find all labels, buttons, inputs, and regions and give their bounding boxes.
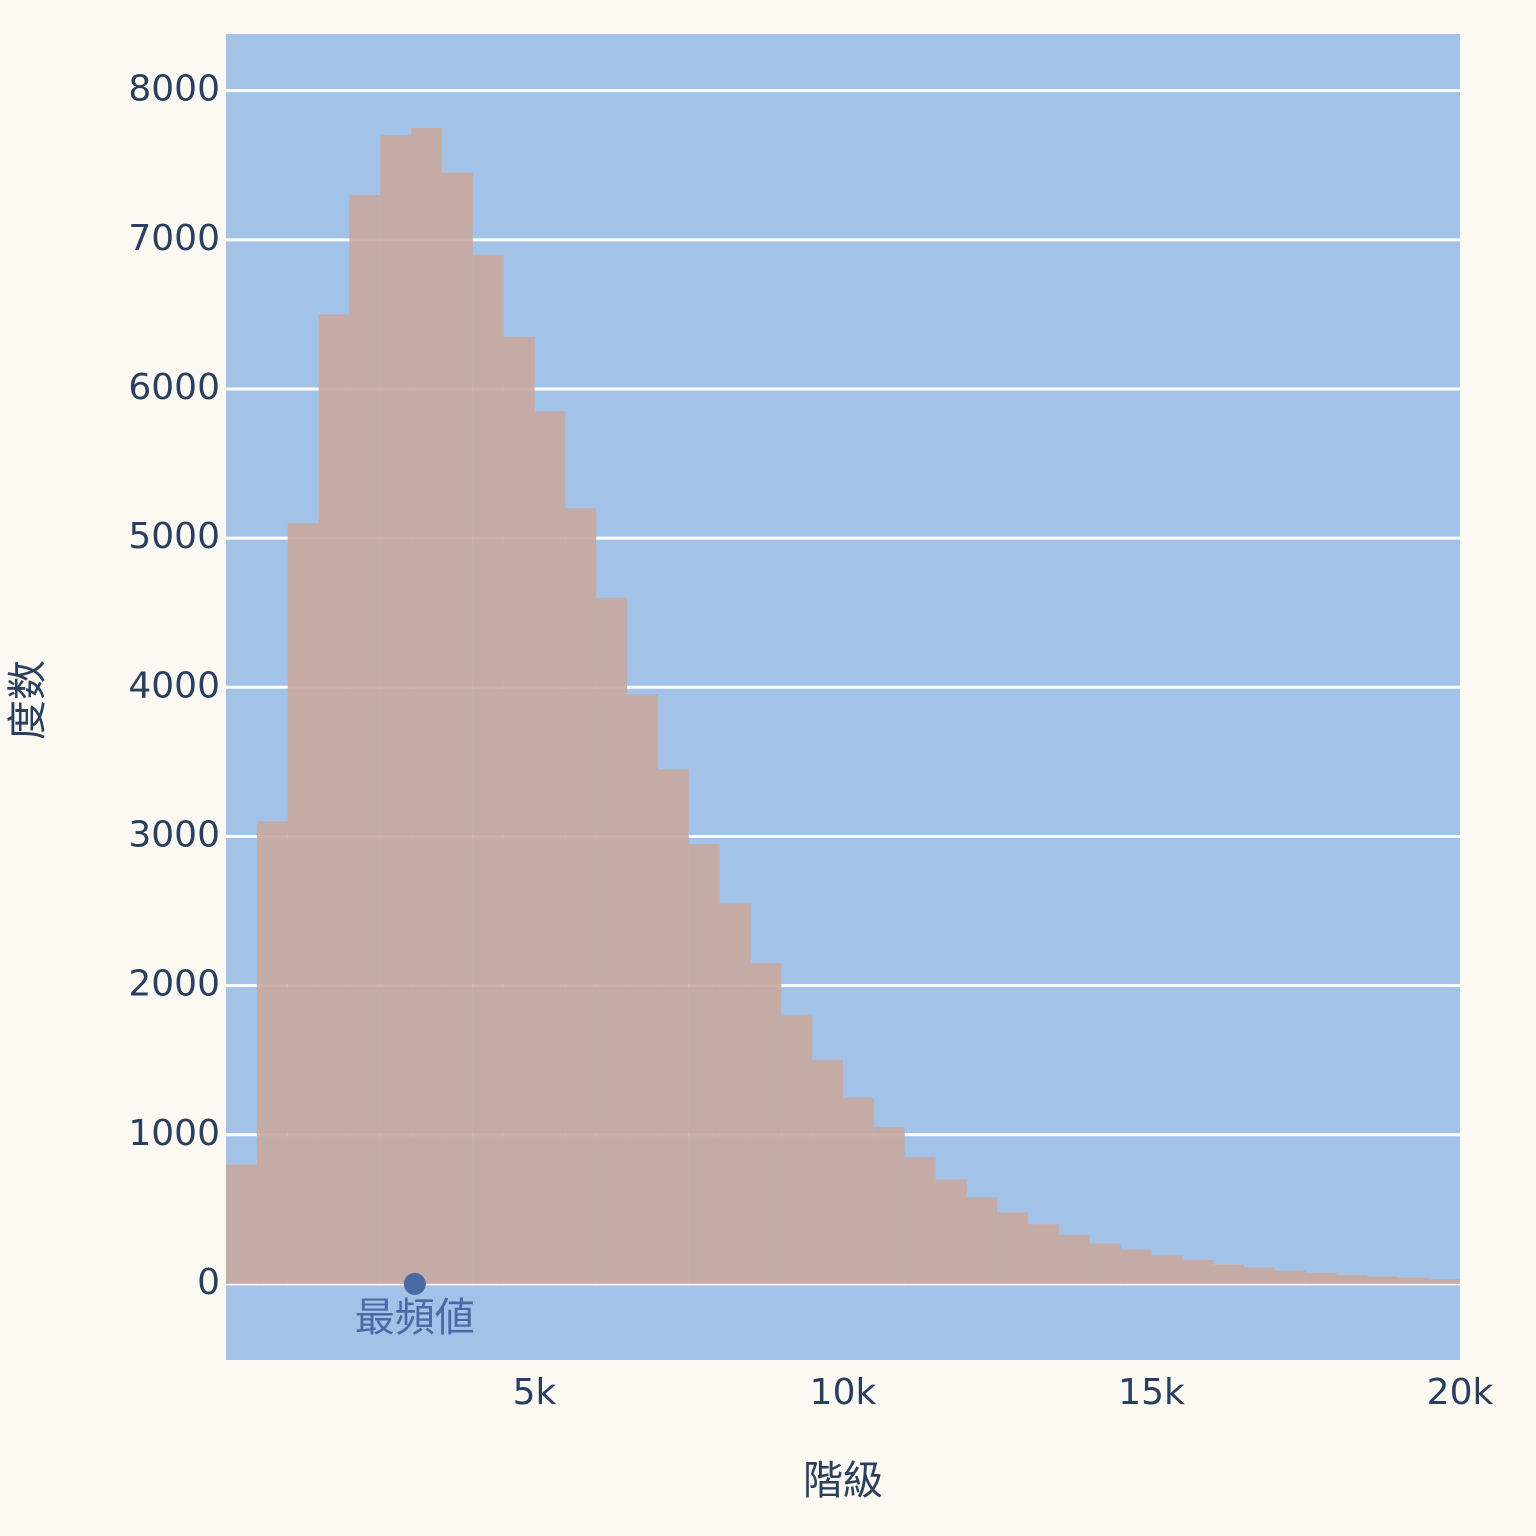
- bar: [1274, 1270, 1306, 1284]
- bar: [812, 1060, 843, 1284]
- bar: [380, 135, 412, 1284]
- bar: [503, 336, 535, 1284]
- bar: [1213, 1264, 1245, 1284]
- bar: [565, 508, 597, 1284]
- y-tick-label: 5000: [128, 516, 220, 557]
- bar: [1089, 1243, 1121, 1284]
- bar: [719, 903, 751, 1284]
- bar: [1336, 1274, 1368, 1284]
- bar: [657, 769, 689, 1284]
- bar: [226, 1164, 257, 1284]
- bar: [781, 1015, 813, 1284]
- bar: [1151, 1255, 1183, 1284]
- x-tick-label: 15k: [1118, 1372, 1185, 1413]
- x-tick-label: 20k: [1427, 1372, 1494, 1413]
- bar: [1244, 1267, 1275, 1284]
- x-axis-title: 階級: [803, 1458, 883, 1504]
- bar: [1305, 1272, 1337, 1284]
- bar: [256, 821, 288, 1284]
- bar: [1120, 1249, 1152, 1284]
- bar: [935, 1179, 967, 1284]
- bar: [349, 195, 381, 1284]
- y-tick-label: 3000: [128, 814, 220, 855]
- bar: [1182, 1260, 1214, 1284]
- y-tick-label: 6000: [128, 367, 220, 408]
- y-tick-label: 0: [197, 1262, 220, 1303]
- bar: [843, 1097, 874, 1284]
- bar: [1398, 1277, 1430, 1284]
- bar: [904, 1157, 936, 1284]
- x-tick-label: 10k: [810, 1372, 877, 1413]
- bar: [966, 1197, 998, 1284]
- bar: [472, 254, 504, 1284]
- bar: [688, 843, 720, 1284]
- bar: [534, 411, 566, 1284]
- y-tick-label: 4000: [128, 665, 220, 706]
- bar: [873, 1127, 905, 1284]
- x-tick-label: 5k: [513, 1372, 557, 1413]
- y-tick-label: 7000: [128, 218, 220, 259]
- bar: [1058, 1234, 1090, 1284]
- y-axis-title: 度数: [5, 660, 51, 740]
- bar: [627, 694, 658, 1284]
- bar: [287, 523, 319, 1284]
- annotation-text: 最頻値: [355, 1295, 475, 1341]
- bar: [441, 172, 473, 1284]
- bar: [411, 127, 442, 1284]
- y-tick-label: 8000: [128, 69, 220, 110]
- y-tick-label: 1000: [128, 1113, 220, 1154]
- bar: [750, 963, 782, 1284]
- bar: [1028, 1224, 1059, 1284]
- bar: [997, 1212, 1029, 1284]
- y-tick-label: 2000: [128, 964, 220, 1005]
- bar: [1429, 1279, 1460, 1284]
- annotation-marker: [403, 1272, 426, 1295]
- bar: [318, 314, 350, 1284]
- bar: [596, 597, 628, 1284]
- bar: [1367, 1276, 1399, 1284]
